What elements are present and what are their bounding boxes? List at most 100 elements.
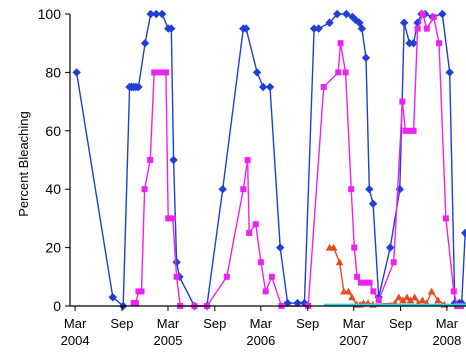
data-point (348, 293, 356, 301)
data-point (361, 53, 371, 62)
data-point (169, 155, 178, 165)
data-point (135, 288, 142, 295)
x-tick-label-month: Sep (296, 316, 319, 331)
data-point (337, 40, 344, 47)
data-point (365, 185, 374, 194)
data-point (403, 293, 411, 301)
data-point (151, 69, 158, 76)
x-tick-label-month: Mar (343, 316, 366, 331)
y-tick-label: 80 (45, 64, 61, 80)
data-point (335, 69, 342, 76)
x-tick-label-year: 2007 (339, 333, 368, 348)
data-point (414, 25, 421, 32)
data-point (320, 84, 327, 90)
data-point (375, 297, 382, 304)
series-line (133, 13, 461, 307)
y-tick-label: 0 (53, 298, 61, 314)
data-point (407, 127, 414, 134)
data-point (252, 221, 259, 228)
series-line (329, 246, 445, 306)
data-point (218, 185, 227, 194)
data-point (344, 287, 353, 295)
data-point (293, 298, 302, 308)
data-point (108, 293, 117, 302)
data-point (173, 273, 180, 280)
data-point (132, 300, 139, 307)
data-point (167, 24, 176, 33)
series-layer (72, 9, 466, 311)
series-line (75, 13, 466, 307)
data-point (419, 11, 426, 17)
data-point (399, 98, 406, 105)
data-point (410, 127, 417, 134)
data-point (423, 25, 430, 32)
data-point (351, 244, 358, 251)
data-point (342, 9, 351, 19)
data-point (390, 259, 397, 266)
data-point (430, 13, 437, 20)
data-point (162, 69, 169, 76)
data-point (333, 9, 342, 19)
data-point (395, 293, 403, 301)
data-point (157, 69, 164, 76)
data-point (410, 293, 419, 301)
data-point (140, 39, 150, 48)
y-tick-label: 100 (38, 6, 62, 22)
data-point (314, 24, 323, 33)
data-point (418, 296, 427, 304)
data-point (357, 279, 364, 286)
data-point (141, 186, 148, 193)
data-point (241, 24, 251, 33)
data-point (442, 215, 449, 222)
data-point (72, 68, 81, 77)
x-tick-label-year: 2004 (61, 333, 90, 348)
data-point (283, 298, 292, 308)
y-tick-label: 60 (45, 123, 61, 139)
data-point (146, 9, 155, 19)
data-point (370, 288, 377, 295)
data-point (357, 24, 367, 33)
x-tick-label-year: 2006 (246, 333, 275, 348)
x-tick-label-month: Mar (64, 316, 87, 331)
data-point (399, 18, 409, 27)
data-point (169, 215, 176, 222)
data-point (436, 40, 443, 47)
x-tick-label-month: Sep (389, 316, 412, 331)
x-tick-label-month: Sep (110, 316, 133, 331)
data-point (354, 273, 361, 280)
x-tick-label-month: Mar (436, 316, 459, 331)
data-point (157, 9, 167, 19)
data-point (138, 288, 145, 295)
y-tick-label: 20 (45, 240, 61, 256)
x-tick-label-month: Mar (157, 316, 180, 331)
data-point (409, 39, 418, 48)
x-tick-label-month: Mar (250, 316, 273, 331)
data-point (434, 296, 442, 304)
data-point (325, 18, 334, 27)
data-point (335, 258, 344, 266)
data-point (258, 82, 268, 92)
data-point (309, 24, 319, 33)
series-0 (72, 9, 466, 311)
data-point (461, 228, 466, 238)
data-point (368, 199, 378, 208)
series-2 (325, 243, 449, 308)
data-point (445, 68, 454, 77)
data-point (265, 82, 275, 92)
data-point (362, 279, 369, 286)
data-point (276, 243, 285, 252)
x-tick-label-month: Sep (203, 316, 226, 331)
data-point (450, 288, 457, 295)
data-point (402, 127, 409, 134)
data-point (246, 230, 253, 236)
data-point (244, 157, 251, 163)
data-point (385, 243, 395, 252)
data-point (223, 273, 230, 280)
y-axis-label: Percent Bleaching (16, 111, 31, 217)
data-point (427, 287, 436, 295)
axes-layer: 0 20 40 60 80 100 Mar 2004 Sep Mar 2005 Sep Mar 2006 S… (38, 6, 466, 348)
data-point (329, 243, 338, 251)
data-point (348, 186, 355, 193)
